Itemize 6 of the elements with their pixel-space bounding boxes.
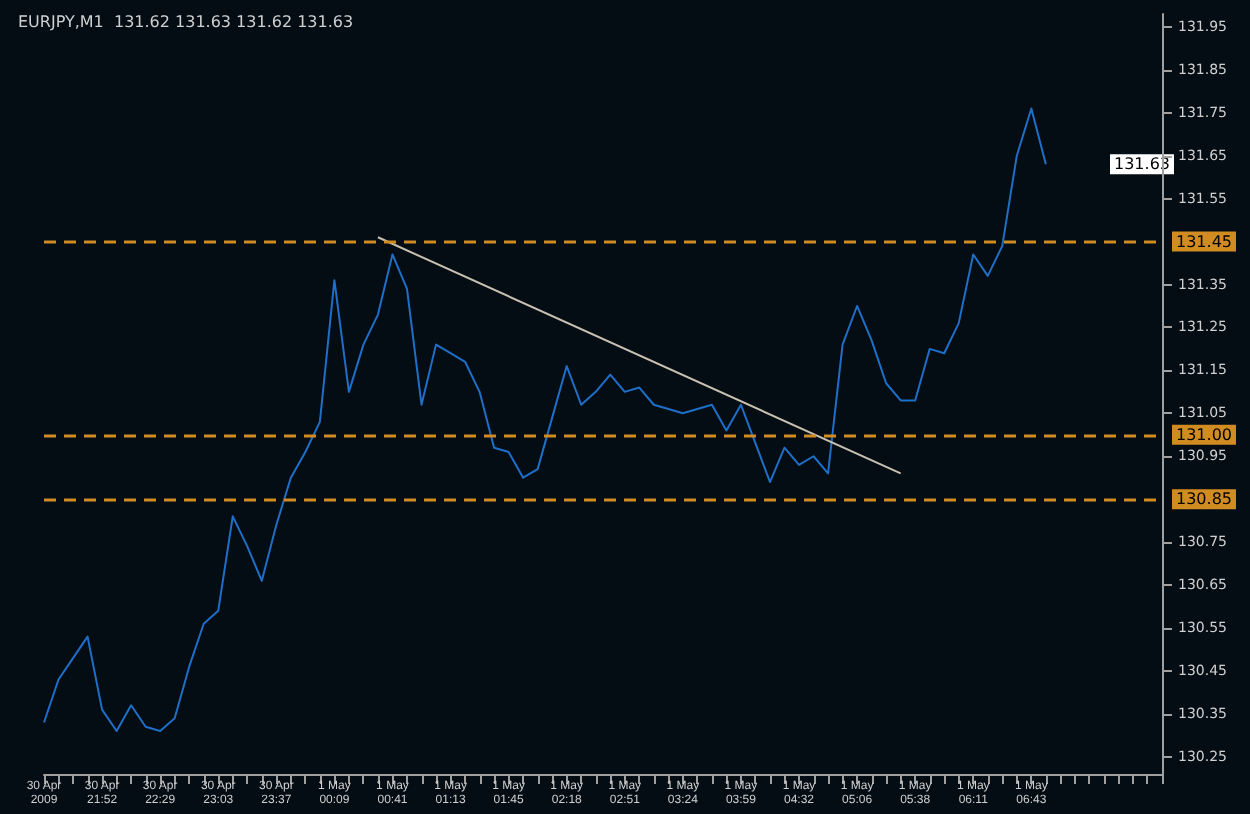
- line-series: [43, 107, 1047, 733]
- ref-line-label: 131.45: [1176, 232, 1232, 251]
- ref-line-label: 130.85: [1176, 490, 1232, 509]
- ref-line-label: 131.00: [1176, 425, 1232, 444]
- chart-title: EURJPY,M1 131.62 131.63 131.62 131.63: [18, 13, 354, 31]
- annotation: 131.63: [1114, 155, 1170, 174]
